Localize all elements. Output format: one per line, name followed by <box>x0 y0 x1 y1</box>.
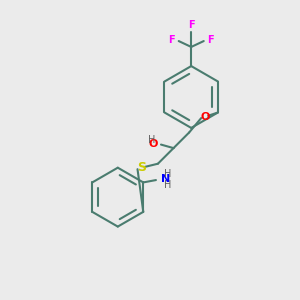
Text: F: F <box>188 20 194 30</box>
Text: H: H <box>164 169 171 179</box>
Text: S: S <box>137 161 146 174</box>
Text: F: F <box>169 34 175 45</box>
Text: H: H <box>148 135 155 145</box>
Text: O: O <box>200 112 209 122</box>
Text: F: F <box>207 34 214 45</box>
Text: O: O <box>148 139 158 149</box>
Text: N: N <box>161 175 170 184</box>
Text: H: H <box>164 180 171 190</box>
